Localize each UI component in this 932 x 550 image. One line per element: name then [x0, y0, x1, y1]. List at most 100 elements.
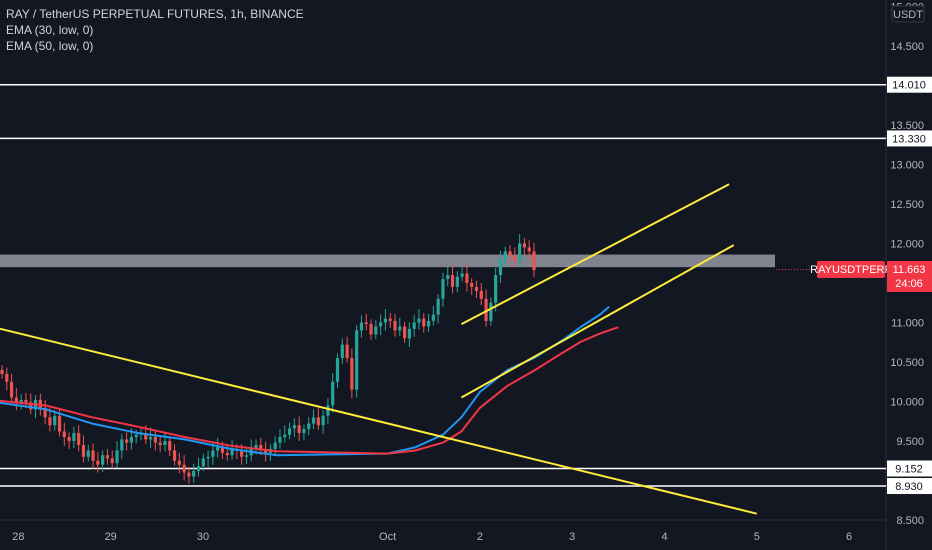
candle-body	[426, 320, 431, 327]
candle-body	[522, 243, 527, 248]
candle-body	[355, 330, 359, 390]
candle-body	[335, 358, 340, 382]
time-tick: 3	[569, 531, 575, 543]
candle-body	[340, 344, 344, 359]
symbol-tag[interactable]	[817, 261, 885, 278]
candle-body	[254, 444, 258, 449]
symbol-title[interactable]: RAY / TetherUS PERPETUAL FUTURES, 1h, BI…	[6, 7, 304, 21]
candle-body	[498, 259, 503, 276]
candle-body	[72, 433, 76, 441]
candle-body	[460, 273, 464, 277]
candle-body	[158, 442, 162, 445]
candle-body	[43, 407, 47, 418]
candle-body	[77, 433, 81, 445]
time-tick: Oct	[379, 531, 396, 543]
candle-body	[436, 298, 440, 315]
time-tick: 4	[661, 531, 667, 543]
candle-body	[273, 442, 277, 449]
level-tag-box-2	[887, 130, 932, 147]
candle-body	[359, 322, 364, 331]
candle-body	[225, 452, 229, 456]
level-tag-box-1	[887, 76, 932, 93]
candle-body	[474, 286, 479, 291]
ema30-legend[interactable]: EMA (30, low, 0)	[6, 23, 94, 37]
candle-body	[216, 447, 220, 451]
candle-body	[48, 417, 52, 426]
candle-body	[508, 251, 512, 256]
candle-body	[244, 455, 249, 457]
candle-body	[441, 279, 445, 299]
last-price-tag	[887, 261, 932, 292]
candle-body	[311, 417, 316, 424]
candle-body	[422, 318, 426, 327]
candle-body	[201, 458, 205, 467]
candle-body	[326, 405, 330, 416]
price-tick: 13.000	[890, 160, 924, 172]
candle-body	[417, 318, 421, 323]
time-tick: 5	[754, 531, 760, 543]
candle-body	[388, 318, 392, 321]
candle-body	[345, 344, 349, 359]
ema50-legend[interactable]: EMA (50, low, 0)	[6, 39, 94, 53]
candle-body	[187, 472, 191, 477]
level-tag-1: 14.010	[892, 80, 926, 92]
symbol-tag-name: RAYUSDTPERP	[810, 264, 892, 276]
level-tag-4: 8.930	[895, 481, 923, 493]
candle-body	[316, 417, 320, 426]
candle-body	[24, 399, 28, 403]
candle-body	[259, 444, 263, 451]
candle-body	[240, 450, 244, 457]
candle-body	[374, 326, 378, 335]
currency-label-box	[891, 5, 925, 23]
candle-body	[455, 276, 459, 287]
candle-body	[331, 381, 335, 406]
candle-body	[302, 429, 306, 434]
candle-body	[278, 437, 282, 443]
candle-body	[101, 455, 105, 465]
candle-body	[134, 434, 138, 438]
bar-countdown: 24:06	[895, 278, 923, 290]
trendline-descending[interactable]	[0, 326, 758, 515]
candle-body	[182, 464, 186, 473]
candle-body	[86, 450, 90, 457]
price-tick: 10.500	[890, 357, 924, 369]
candle-body	[364, 322, 368, 325]
candle-body	[450, 275, 455, 287]
candle-body	[532, 251, 536, 271]
candle-body	[62, 431, 66, 438]
candle-body	[527, 247, 531, 252]
candle-body	[120, 439, 124, 451]
candle-body	[379, 322, 383, 327]
candle-body	[494, 275, 498, 303]
candle-body	[465, 273, 469, 283]
candle-body	[53, 415, 57, 426]
currency-label: USDT	[893, 9, 923, 21]
resistance-zone[interactable]	[0, 254, 775, 268]
level-tag-box-4	[887, 478, 932, 495]
candle-body	[220, 447, 225, 453]
candle-body	[479, 290, 483, 299]
time-tick: 2	[477, 531, 483, 543]
candle-body	[57, 415, 62, 432]
candle-body	[163, 441, 167, 445]
candle-body	[168, 441, 172, 451]
candle-body	[446, 275, 450, 280]
candle-body	[350, 358, 354, 390]
candle-body	[470, 283, 474, 287]
candle-body	[5, 373, 9, 382]
trendline-channel-lower[interactable]	[460, 244, 735, 399]
trendline-channel-upper[interactable]	[460, 183, 730, 325]
candle-body	[513, 255, 517, 261]
price-tick: 13.500	[890, 120, 924, 132]
candle-body	[230, 448, 234, 456]
level-tag-3: 9.152	[895, 463, 923, 475]
candle-body	[96, 460, 100, 465]
candle-body	[307, 423, 311, 430]
candle-body	[484, 298, 488, 321]
candle-body	[283, 434, 287, 438]
time-tick: 28	[12, 531, 24, 543]
candle-body	[38, 399, 42, 408]
candle-body	[81, 444, 86, 457]
